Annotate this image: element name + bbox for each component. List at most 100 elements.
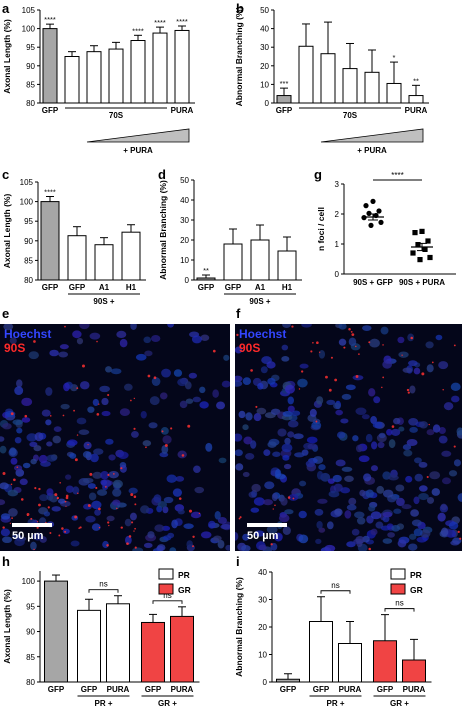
panel-letter-c: c	[2, 167, 9, 182]
micrograph-foci	[126, 542, 129, 546]
micrograph-foci	[98, 403, 100, 405]
micrograph-nucleus	[85, 515, 96, 523]
micrograph-foci	[108, 524, 110, 527]
micrograph-nucleus	[116, 330, 127, 339]
micrograph-foci	[89, 472, 93, 476]
chart-i-group-label: GR +	[390, 699, 409, 708]
micrograph-nucleus	[142, 440, 152, 447]
micrograph-nucleus	[266, 525, 278, 534]
micrograph-nucleus	[294, 452, 305, 458]
micrograph-nucleus	[2, 423, 12, 430]
chart-g-y-tick-label: 2	[335, 210, 340, 219]
micrograph-nucleus	[45, 419, 52, 426]
micrograph-foci	[358, 353, 360, 355]
chart-c-y-axis-label: Axonal Length (%)	[2, 194, 12, 269]
micrograph-nucleus	[457, 493, 462, 502]
chart-g-point	[427, 254, 433, 261]
micrograph-e-90s-label: 90S	[4, 341, 26, 355]
micrograph-nucleus	[450, 540, 460, 546]
micrograph-nucleus	[238, 410, 246, 419]
micrograph-nucleus	[7, 489, 19, 497]
micrograph-foci	[410, 336, 413, 340]
micrograph-nucleus	[221, 380, 230, 388]
micrograph-foci	[59, 482, 61, 484]
micrograph-foci	[113, 473, 115, 475]
chart-h-bar	[170, 615, 194, 683]
chart-g-point	[370, 198, 376, 204]
micrograph-foci	[78, 527, 81, 530]
chart-i-x-tick-label: PURA	[403, 685, 426, 694]
micrograph-foci	[76, 434, 79, 436]
micrograph-nucleus	[440, 503, 448, 511]
chart-a-y-tick-label: 80	[26, 99, 35, 108]
micrograph-foci	[133, 530, 135, 532]
micrograph-nucleus	[117, 451, 129, 459]
micrograph-nucleus	[397, 539, 407, 548]
panel-letter-f: f	[236, 306, 241, 321]
micrograph-nucleus	[408, 543, 418, 551]
chart-h-x-tick-label: PURA	[107, 685, 130, 694]
micrograph-nucleus	[14, 537, 25, 547]
micrograph-nucleus	[175, 476, 185, 482]
micrograph-nucleus	[341, 393, 352, 400]
chart-abnormal-branching-90s: 0 10 20 30 40 50 Abnormal Branching (%) ** GFP GF…	[158, 176, 302, 306]
micrograph-nucleus	[388, 439, 396, 449]
micrograph-nucleus	[38, 454, 48, 464]
micrograph-foci	[147, 374, 151, 378]
micrograph-nucleus	[318, 350, 326, 359]
micrograph-nucleus	[363, 473, 372, 482]
micrograph-f-tissue	[235, 324, 462, 551]
micrograph-e-scale-bar	[12, 523, 52, 527]
micrograph-nucleus	[184, 381, 192, 390]
micrograph-foci	[270, 543, 273, 546]
micrograph-nucleus	[378, 432, 386, 439]
micrograph-nucleus	[225, 544, 230, 551]
micrograph-nucleus	[53, 426, 62, 432]
micrograph-foci	[442, 388, 444, 391]
micrograph-nucleus	[418, 461, 428, 468]
micrograph-nucleus	[438, 361, 449, 370]
micrograph-nucleus	[28, 351, 39, 360]
micrograph-nucleus	[365, 433, 373, 443]
micrograph-nucleus	[288, 493, 299, 501]
chart-i-x-tick-label: GFP	[313, 685, 330, 694]
micrograph-foci	[76, 387, 79, 389]
micrograph-nucleus	[119, 464, 127, 473]
micrograph-nucleus	[205, 442, 213, 452]
micrograph-nucleus	[0, 482, 9, 490]
micrograph-nucleus	[162, 506, 169, 514]
micrograph-foci	[36, 521, 39, 523]
micrograph-nucleus	[353, 511, 365, 519]
chart-h-x-tick-label: GFP	[81, 685, 98, 694]
micrograph-nucleus	[267, 441, 277, 448]
chart-h-bar	[44, 580, 68, 683]
chart-h-y-tick-label: 85	[26, 653, 35, 662]
micrograph-f-scale-label: 50 µm	[247, 530, 279, 542]
micrograph-nucleus	[3, 324, 14, 331]
micrograph-nucleus	[43, 511, 51, 517]
micrograph-nucleus	[207, 520, 216, 529]
chart-d-bar	[250, 239, 270, 281]
micrograph-foci	[133, 495, 137, 498]
micrograph-nucleus	[129, 512, 137, 521]
micrograph-nucleus	[414, 473, 424, 482]
micrograph-nucleus	[409, 426, 418, 433]
micrograph-nucleus	[426, 497, 435, 504]
chart-c-x-tick-label: GFP	[69, 283, 86, 292]
micrograph-nucleus	[157, 544, 166, 551]
micrograph-nucleus	[438, 435, 448, 444]
micrograph-nucleus	[235, 463, 244, 471]
micrograph-e: Hoechst 90S 50 µm	[0, 324, 230, 551]
micrograph-nucleus	[396, 497, 405, 507]
micrograph-nucleus	[284, 509, 294, 515]
micrograph-nucleus	[391, 524, 401, 532]
micrograph-nucleus	[395, 484, 405, 492]
micrograph-nucleus	[262, 499, 273, 506]
micrograph-foci	[134, 527, 136, 530]
chart-i-x-tick-label: GFP	[377, 685, 394, 694]
micrograph-nucleus	[387, 532, 395, 538]
micrograph-nucleus	[213, 535, 222, 542]
chart-a-bar	[86, 51, 102, 104]
micrograph-foci	[62, 414, 65, 417]
micrograph-foci	[178, 497, 182, 500]
